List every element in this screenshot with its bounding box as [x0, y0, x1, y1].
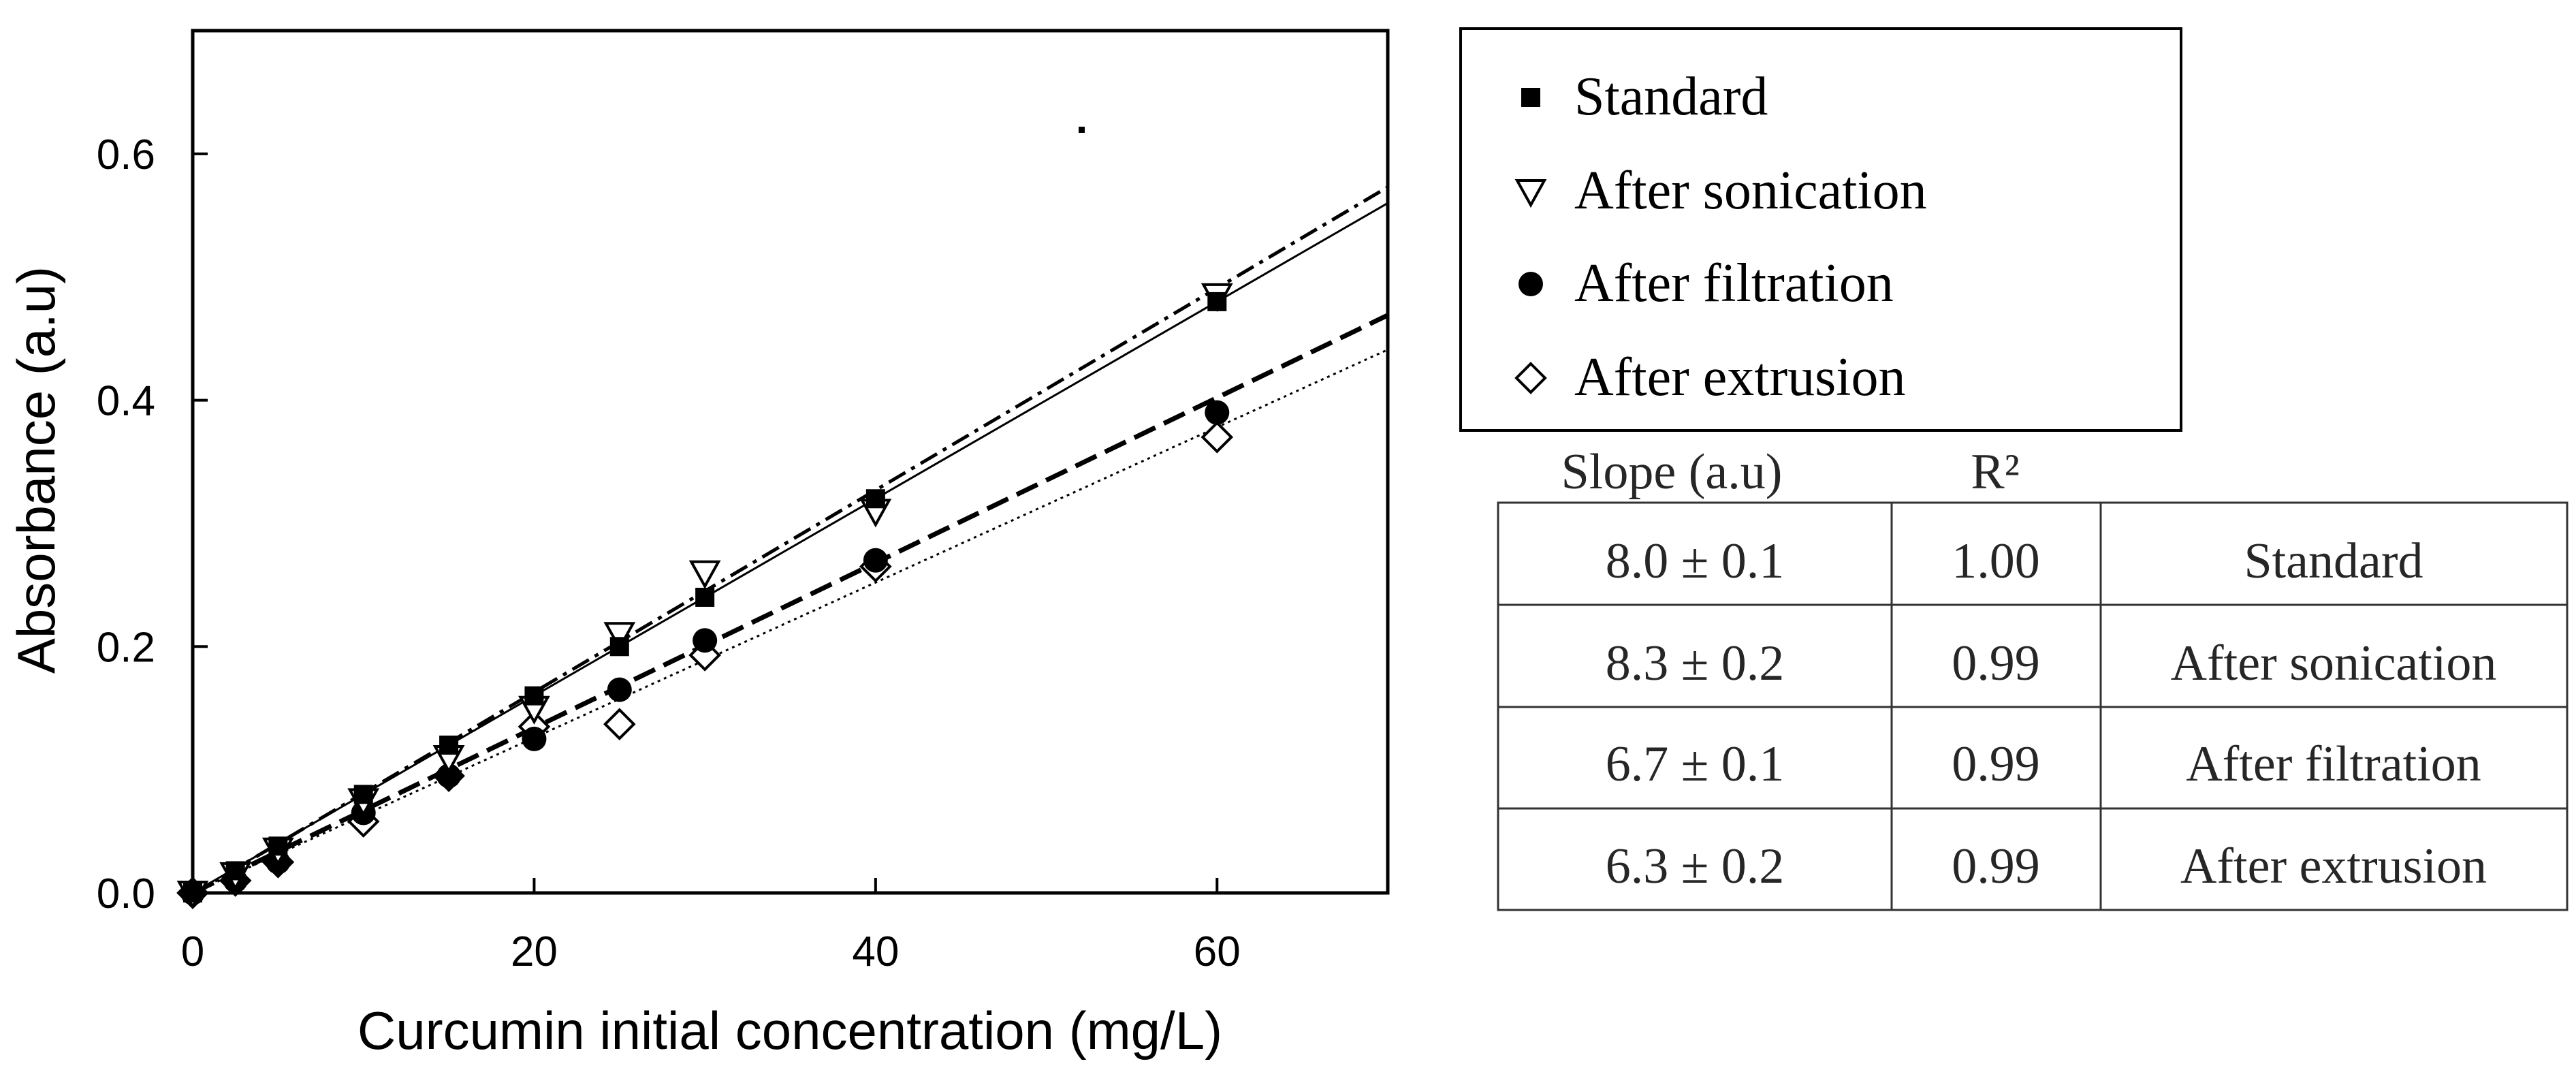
table-cell: 0.99 [1952, 635, 2040, 691]
legend-label-standard: Standard [1574, 67, 1768, 127]
table-cell: After sonication [2171, 635, 2497, 691]
y-tick-label: 0.6 [97, 131, 155, 178]
legend-marker-after-sonication [1514, 179, 1547, 208]
fit-line-after-extrusion [192, 349, 1388, 894]
table-header-r2: R² [1971, 444, 2020, 500]
legend-box [1459, 27, 2182, 432]
table-cell: Standard [2244, 533, 2423, 589]
x-tick-label: 20 [511, 928, 558, 975]
legend-marker-standard [1521, 88, 1540, 107]
data-point-standard [353, 785, 373, 804]
data-point-standard [865, 489, 885, 509]
plot-area-frame [191, 29, 1390, 895]
slope-table: Slope (a.u) R² 8.0 ± 0.1 1.00 Standard 8.3 … [1497, 444, 2569, 911]
table-cell: After extrusion [2180, 838, 2487, 894]
table-cell: After filtration [2186, 736, 2481, 792]
fit-line-after-filtration [191, 313, 1389, 896]
table-cell: 8.0 ± 0.1 [1606, 533, 1785, 589]
x-axis-ticks: 0 20 40 60 [181, 878, 1241, 975]
legend-label-after-extrusion: After extrusion [1574, 347, 1906, 407]
data-point-standard [268, 836, 288, 856]
legend-label-after-sonication: After sonication [1574, 161, 1927, 221]
data-point-after-filtration [607, 677, 632, 702]
y-axis-ticks: 0.0 0.2 0.4 0.6 [97, 131, 208, 917]
data-point-standard [524, 686, 544, 706]
table-cell: 6.7 ± 0.1 [1606, 736, 1785, 792]
data-point-standard [183, 883, 202, 902]
data-point-after-extrusion [1200, 421, 1234, 454]
stray-dot [1079, 127, 1085, 133]
x-tick-label: 0 [181, 928, 204, 975]
table-cell: 0.99 [1952, 838, 2040, 894]
data-point-after-filtration [522, 726, 547, 751]
data-point-after-filtration [436, 764, 462, 789]
table-cell: 8.3 ± 0.2 [1606, 635, 1785, 691]
data-point-standard [609, 637, 629, 657]
legend-marker-after-filtration [1518, 272, 1543, 296]
data-point-after-filtration [863, 548, 888, 573]
x-tick-label: 40 [852, 928, 899, 975]
data-point-standard [695, 587, 715, 607]
data-point-after-filtration [1205, 400, 1230, 425]
data-point-standard [225, 861, 245, 881]
legend-marker-after-extrusion [1514, 362, 1547, 394]
y-axis-title: Absorbance (a.u) [6, 266, 66, 674]
x-tick-label: 60 [1194, 928, 1241, 975]
fit-lines [191, 185, 1389, 896]
data-point-after-sonication [603, 622, 636, 651]
y-tick-label: 0.0 [97, 870, 155, 917]
data-point-standard [439, 735, 459, 755]
table-header-slope: Slope (a.u) [1561, 444, 1783, 500]
table-cell: 6.3 ± 0.2 [1606, 838, 1785, 894]
table-rows: 8.0 ± 0.1 1.00 Standard 8.3 ± 0.2 0.99 After … [1606, 533, 2497, 894]
legend-label-after-filtration: After filtration [1574, 253, 1894, 313]
data-markers [176, 283, 1234, 910]
x-axis-title: Curcumin initial concentration (mg/L) [357, 1001, 1222, 1060]
fit-line-after-sonication [191, 185, 1389, 896]
data-point-after-extrusion [603, 708, 636, 741]
legend-items: Standard After sonication After filtration… [1514, 67, 1927, 407]
data-point-standard [1207, 292, 1227, 311]
table-cell: 0.99 [1952, 736, 2040, 792]
y-tick-label: 0.2 [97, 624, 155, 671]
data-point-after-sonication [688, 560, 721, 589]
data-point-after-filtration [693, 628, 718, 653]
table-cell: 1.00 [1952, 533, 2040, 589]
legend: Standard After sonication After filtration… [1459, 27, 2182, 432]
y-tick-label: 0.4 [97, 378, 155, 425]
